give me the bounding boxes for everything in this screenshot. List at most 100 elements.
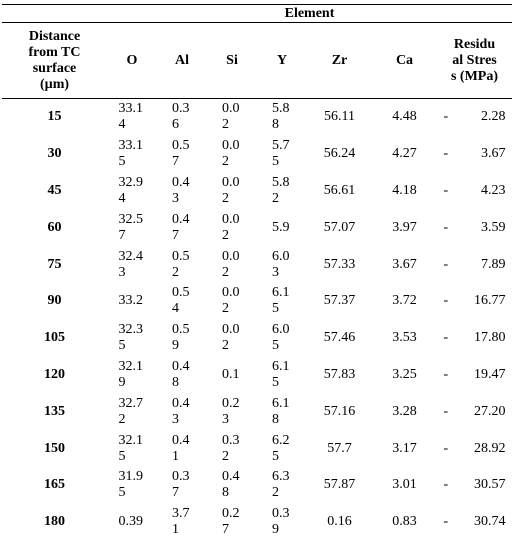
cell-text: 0.16 — [327, 514, 352, 530]
cell-text: 0.39 — [272, 506, 290, 538]
table-cell: 5.9 — [257, 209, 307, 246]
cell-text: 0.52 — [172, 248, 190, 280]
table-cell: 0.1 — [207, 357, 257, 394]
column-header: Zr — [307, 22, 372, 99]
cell-text: 0.32 — [222, 432, 240, 464]
table-cell: 6.18 — [257, 393, 307, 430]
cell-text: - 17.80 — [443, 330, 506, 346]
table-cell: - 19.47 — [437, 357, 512, 394]
table-cell: 5.75 — [257, 136, 307, 173]
cell-text: 30 — [47, 146, 62, 162]
table-cell: - 2.28 — [437, 99, 512, 136]
table-cell: 180 — [2, 504, 107, 541]
cell-text: 3.53 — [392, 330, 417, 346]
cell-text: - 3.67 — [443, 146, 506, 162]
cell-text: 3.17 — [392, 440, 417, 456]
cell-text: 57.33 — [323, 256, 356, 272]
cell-text: 57.16 — [323, 403, 356, 419]
cell-text: - 7.89 — [443, 256, 506, 272]
cell-text: 6.32 — [272, 469, 290, 501]
header-text: Zr — [331, 52, 348, 68]
group-header: Element — [107, 4, 512, 23]
table-cell: 0.02 — [207, 173, 257, 210]
cell-text: 0.39 — [118, 514, 144, 530]
cell-text: 0.1 — [222, 366, 240, 382]
cell-text: 0.59 — [172, 322, 190, 354]
table-cell: 6.15 — [257, 283, 307, 320]
table-cell: 32.94 — [107, 173, 157, 210]
table-cell: 0.59 — [157, 320, 207, 357]
table-cell: 57.33 — [307, 246, 372, 283]
cell-text: - 30.57 — [443, 477, 506, 493]
cell-text: 4.18 — [392, 182, 417, 198]
cell-text: 3.25 — [392, 366, 417, 382]
table-cell: 3.25 — [372, 357, 437, 394]
table-cell: 57.16 — [307, 393, 372, 430]
table-cell: - 7.89 — [437, 246, 512, 283]
table-cell: - 30.57 — [437, 467, 512, 504]
column-header: Si — [207, 22, 257, 99]
cell-text: 4.48 — [392, 109, 417, 125]
cell-text: 31.95 — [118, 469, 144, 501]
table-cell: 56.11 — [307, 99, 372, 136]
cell-text: 0.83 — [392, 514, 417, 530]
column-header: Residual Stress (MPa) — [437, 22, 512, 99]
table-cell: 6.03 — [257, 246, 307, 283]
table-row: 60 32.57 0.47 0.02 5.9 57.07 3.97 - 3.59 — [2, 209, 512, 246]
cell-text: 3.67 — [392, 256, 417, 272]
table-cell: - 27.20 — [437, 393, 512, 430]
table-cell: 32.43 — [107, 246, 157, 283]
cell-text: 6.15 — [272, 358, 290, 390]
table-cell: 0.54 — [157, 283, 207, 320]
table-cell: 0.27 — [207, 504, 257, 541]
table-cell: 0.02 — [207, 99, 257, 136]
column-header: Ca — [372, 22, 437, 99]
table-cell: 0.57 — [157, 136, 207, 173]
header-text: Y — [276, 52, 288, 68]
table-cell: 31.95 — [107, 467, 157, 504]
table-cell: 0.02 — [207, 283, 257, 320]
table-cell: 33.2 — [107, 283, 157, 320]
cell-text: 0.37 — [172, 469, 190, 501]
cell-text: 57.07 — [323, 219, 356, 235]
table-cell: 57.83 — [307, 357, 372, 394]
cell-text: - 28.92 — [443, 440, 506, 456]
table-cell: 33.14 — [107, 99, 157, 136]
cell-text: 0.47 — [172, 211, 190, 243]
table-cell: - 28.92 — [437, 430, 512, 467]
table-cell: 0.16 — [307, 504, 372, 541]
header-text: Si — [226, 52, 238, 68]
table-cell: 15 — [2, 99, 107, 136]
table-cell: - 4.23 — [437, 173, 512, 210]
cell-text: 32.94 — [118, 174, 144, 206]
cell-text: 6.25 — [272, 432, 290, 464]
cell-text: 32.19 — [118, 358, 144, 390]
table-row: 15 33.14 0.36 0.02 5.88 56.11 4.48 - 2.28 — [2, 99, 512, 136]
cell-text: 0.57 — [172, 138, 190, 170]
cell-text: 5.75 — [272, 138, 290, 170]
column-header: O — [107, 22, 157, 99]
cell-text: 5.88 — [272, 101, 290, 133]
cell-text: 57.37 — [323, 293, 356, 309]
page: {"table": { "group_header": "Element", "… — [0, 4, 524, 545]
cell-text: 90 — [47, 293, 62, 309]
cell-text: 60 — [47, 219, 62, 235]
table-row: 105 32.35 0.59 0.02 6.05 57.46 3.53 - 17.80 — [2, 320, 512, 357]
table-cell: 3.17 — [372, 430, 437, 467]
cell-text: 3.71 — [172, 506, 190, 538]
table-cell: 0.48 — [207, 467, 257, 504]
table-cell: 75 — [2, 246, 107, 283]
cell-text: 33.15 — [118, 138, 144, 170]
cell-text: 57.7 — [327, 440, 352, 456]
table-row: 165 31.95 0.37 0.48 6.32 57.87 3.01 - 30.57 — [2, 467, 512, 504]
cell-text: 0.02 — [222, 248, 240, 280]
table-cell: 135 — [2, 393, 107, 430]
table-cell: 57.7 — [307, 430, 372, 467]
table-cell: 0.23 — [207, 393, 257, 430]
header-text: Residual Stress (MPa) — [450, 36, 499, 84]
table-cell: 0.43 — [157, 173, 207, 210]
cell-text: 6.03 — [272, 248, 290, 280]
cell-text: 45 — [47, 182, 62, 198]
cell-text: 6.05 — [272, 322, 290, 354]
cell-text: 0.27 — [222, 506, 240, 538]
